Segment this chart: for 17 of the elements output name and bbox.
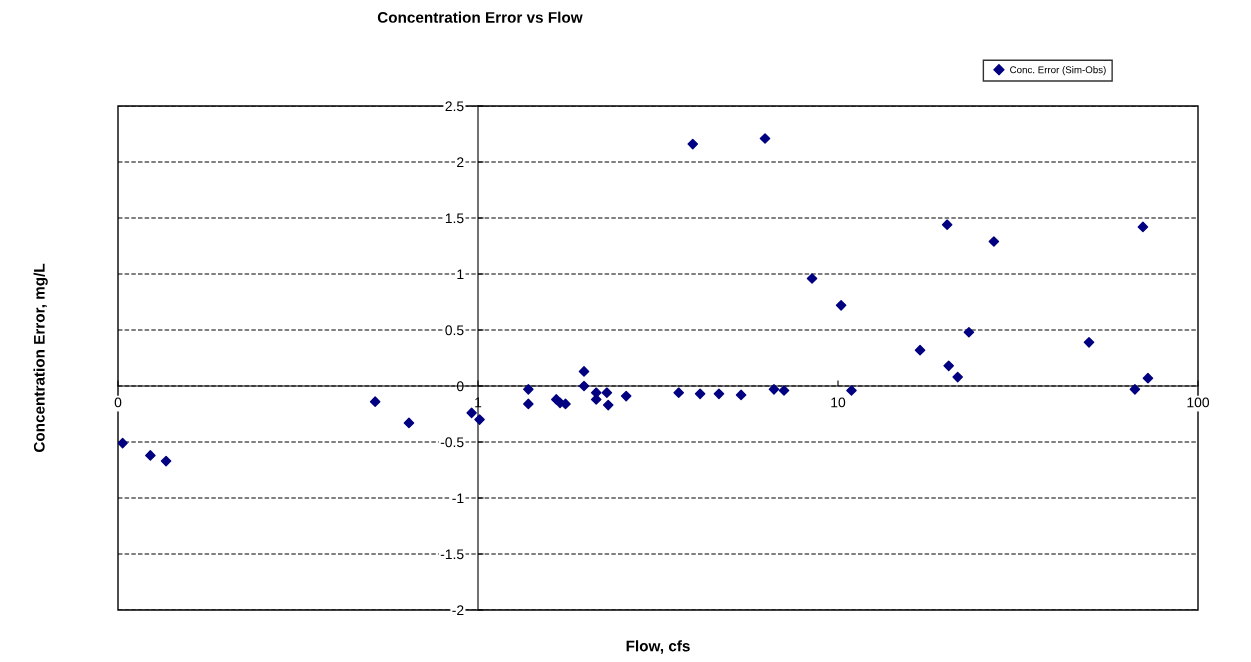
y-tick-label: 2.5	[445, 101, 464, 112]
x-tick-label: 10	[831, 397, 846, 408]
y-tick-label: 1	[457, 269, 464, 280]
x-tick-label: 100	[1187, 397, 1210, 408]
x-axis-title: Flow, cfs	[626, 640, 690, 654]
y-tick-label: -1.5	[440, 549, 464, 560]
x-tick-label: 0	[114, 397, 122, 408]
y-tick-label: 1.5	[445, 213, 464, 224]
chart-title: Concentration Error vs Flow	[377, 11, 583, 23]
legend-label: Conc. Error (Sim-Obs)	[1010, 66, 1106, 76]
y-tick-label: 0	[456, 381, 464, 392]
y-tick-label: -2	[452, 605, 464, 616]
y-axis-title: Concentration Error, mg/L	[33, 263, 48, 453]
y-tick-label: -1	[452, 493, 464, 504]
y-tick-label: 2	[457, 157, 464, 168]
y-tick-label: -0.5	[440, 437, 464, 448]
y-tick-label: 0.5	[445, 325, 464, 336]
